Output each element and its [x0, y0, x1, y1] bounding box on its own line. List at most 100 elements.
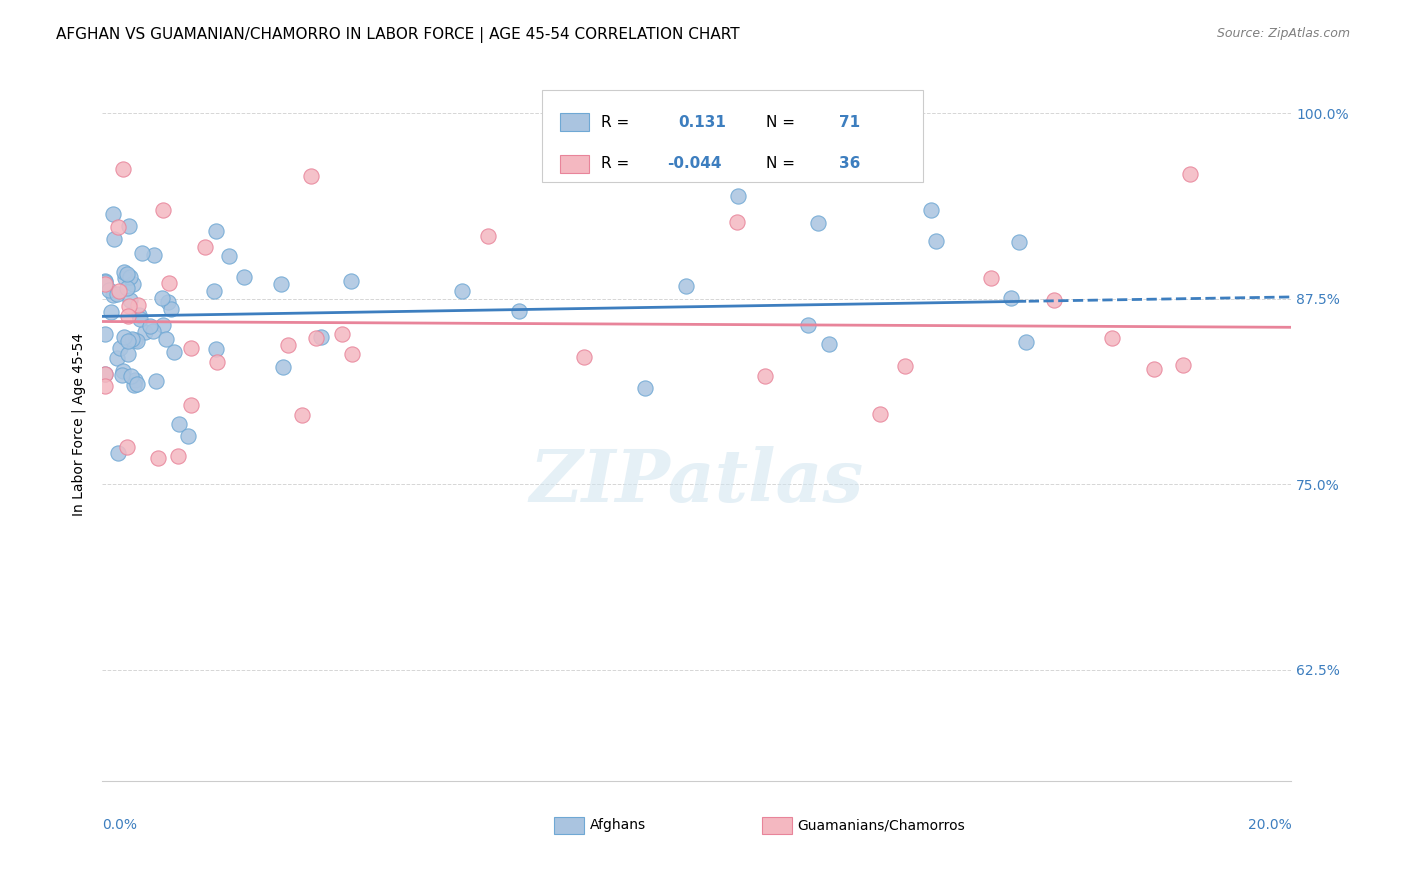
- Point: [194, 240, 217, 254]
- Text: 0.131: 0.131: [679, 115, 727, 130]
- Point: [727, 189, 749, 203]
- Point: [112, 265, 135, 279]
- Text: Afghans: Afghans: [589, 818, 645, 832]
- Point: [291, 408, 314, 422]
- Point: [167, 417, 190, 432]
- Point: [146, 451, 169, 466]
- Point: [115, 281, 138, 295]
- Point: [111, 368, 134, 382]
- Point: [101, 207, 124, 221]
- Point: [124, 333, 146, 347]
- Point: [180, 398, 202, 412]
- Text: N =: N =: [765, 156, 800, 171]
- Point: [93, 276, 115, 290]
- Point: [817, 336, 839, 351]
- Y-axis label: In Labor Force | Age 45-54: In Labor Force | Age 45-54: [72, 333, 86, 516]
- Point: [120, 293, 142, 307]
- Point: [1008, 235, 1031, 250]
- Point: [107, 446, 129, 460]
- Point: [94, 274, 117, 288]
- Text: AFGHAN VS GUAMANIAN/CHAMORRO IN LABOR FORCE | AGE 45-54 CORRELATION CHART: AFGHAN VS GUAMANIAN/CHAMORRO IN LABOR FO…: [56, 27, 740, 43]
- Bar: [560, 113, 589, 131]
- Text: ZIPatlas: ZIPatlas: [530, 446, 863, 517]
- Point: [163, 344, 186, 359]
- Point: [120, 269, 142, 284]
- Point: [309, 330, 332, 344]
- Text: R =: R =: [602, 115, 634, 130]
- Point: [754, 369, 776, 384]
- Point: [150, 291, 173, 305]
- Point: [105, 351, 128, 365]
- Point: [451, 284, 474, 298]
- Text: 36: 36: [839, 156, 860, 171]
- Point: [270, 277, 292, 291]
- Point: [128, 312, 150, 326]
- Text: Guamanians/Chamorros: Guamanians/Chamorros: [797, 818, 966, 832]
- Point: [107, 219, 129, 234]
- Point: [925, 235, 948, 249]
- Point: [121, 333, 143, 347]
- Point: [127, 298, 149, 312]
- Point: [105, 286, 128, 301]
- Point: [1101, 331, 1123, 345]
- Point: [138, 319, 160, 334]
- Point: [207, 355, 229, 369]
- Point: [205, 342, 228, 356]
- Text: 20.0%: 20.0%: [1247, 818, 1291, 832]
- Point: [340, 274, 363, 288]
- Point: [118, 299, 141, 313]
- Point: [477, 229, 499, 244]
- Point: [103, 232, 125, 246]
- Bar: [554, 816, 583, 834]
- Point: [93, 379, 115, 393]
- Point: [145, 374, 167, 388]
- Point: [634, 381, 657, 395]
- Text: R =: R =: [602, 156, 634, 171]
- Point: [117, 334, 139, 348]
- Point: [305, 331, 328, 345]
- Point: [180, 341, 202, 355]
- Text: 71: 71: [839, 115, 860, 130]
- Point: [725, 215, 748, 229]
- Point: [218, 249, 240, 263]
- Point: [121, 277, 143, 291]
- Point: [117, 346, 139, 360]
- Point: [115, 441, 138, 455]
- Bar: [560, 155, 589, 173]
- Point: [125, 376, 148, 391]
- Point: [97, 283, 120, 297]
- Point: [1142, 361, 1164, 376]
- Point: [120, 369, 142, 384]
- Point: [159, 276, 181, 290]
- Point: [112, 364, 135, 378]
- Point: [1178, 167, 1201, 181]
- Point: [134, 325, 156, 339]
- Point: [115, 267, 138, 281]
- Point: [797, 318, 820, 333]
- Text: -0.044: -0.044: [666, 156, 721, 171]
- Point: [271, 360, 294, 375]
- Point: [152, 318, 174, 333]
- Point: [807, 215, 830, 229]
- Point: [205, 224, 228, 238]
- Point: [204, 284, 226, 298]
- Point: [108, 341, 131, 355]
- Point: [114, 271, 136, 285]
- Point: [94, 327, 117, 342]
- Point: [94, 367, 117, 381]
- Point: [572, 350, 595, 364]
- Point: [122, 378, 145, 392]
- Point: [143, 247, 166, 261]
- Point: [93, 277, 115, 291]
- Point: [156, 294, 179, 309]
- Point: [167, 450, 190, 464]
- Point: [177, 429, 200, 443]
- Point: [142, 324, 165, 338]
- Point: [124, 373, 146, 387]
- Point: [920, 203, 942, 218]
- Point: [980, 271, 1002, 285]
- Point: [131, 245, 153, 260]
- Text: N =: N =: [765, 115, 800, 130]
- Point: [277, 338, 299, 352]
- Point: [128, 308, 150, 322]
